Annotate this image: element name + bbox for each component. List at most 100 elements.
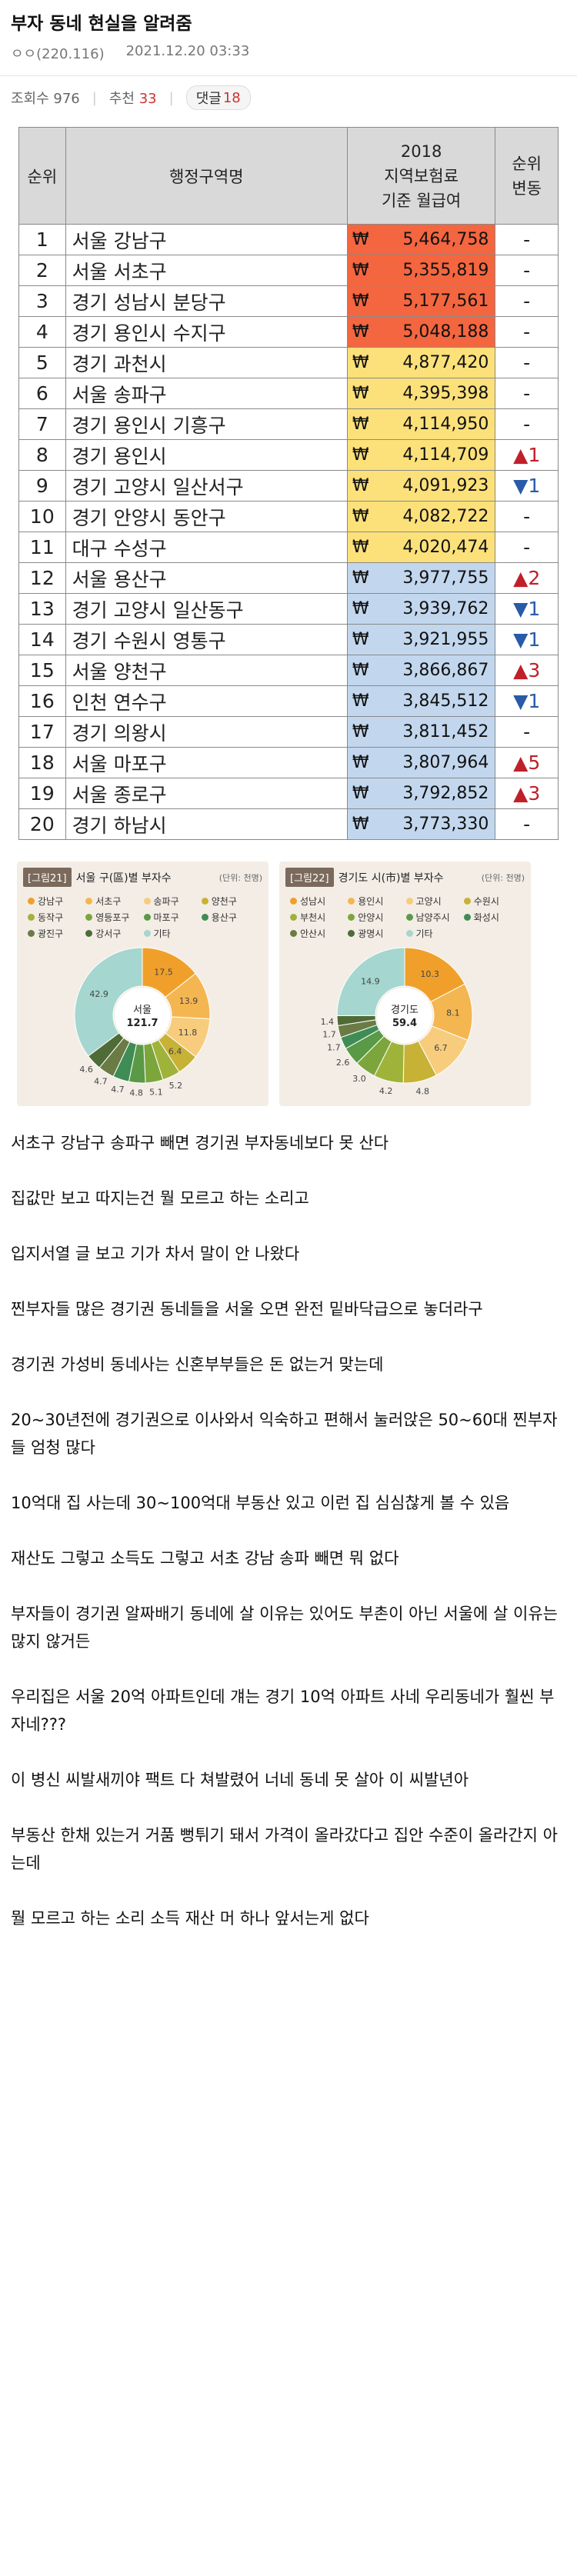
legend-item: 수원시 — [463, 895, 520, 908]
cell-change: - — [495, 716, 559, 748]
currency-symbol: ₩ — [352, 353, 369, 372]
cell-amount: ₩4,114,709 — [346, 439, 496, 471]
legend-label: 화성시 — [473, 912, 499, 923]
body-paragraph: 10억대 집 사는데 30~100억대 부동산 있고 이런 집 심심찮게 볼 수… — [11, 1494, 510, 1512]
cell-rank: 10 — [18, 501, 66, 532]
cell-rank: 14 — [18, 624, 66, 655]
cell-region: 경기 고양시 일산서구 — [65, 470, 348, 502]
figure-legend: 성남시 용인시 고양시 수원시 부천시 안양시 남양주시 화성시 안산시 광명시 기타 — [279, 893, 531, 940]
legend-label: 안산시 — [300, 928, 326, 939]
amount-value: 4,114,709 — [402, 445, 489, 465]
table-row: 2 서울 서초구 ₩5,355,819- — [18, 255, 559, 286]
cell-amount: ₩3,977,755 — [346, 562, 496, 594]
legend-item: 광진구 — [28, 927, 84, 940]
amount-value: 3,792,852 — [402, 784, 489, 803]
table-row: 10 경기 안양시 동안구 ₩4,082,722- — [18, 501, 559, 532]
slice-value-label: 4.7 — [111, 1085, 125, 1095]
cell-rank: 3 — [18, 285, 66, 317]
center-value: 121.7 — [126, 1018, 158, 1029]
cell-change: ▼1 — [495, 470, 559, 502]
legend-swatch — [85, 914, 93, 921]
cell-change: ▲1 — [495, 439, 559, 471]
center-value: 59.4 — [392, 1018, 417, 1029]
currency-symbol: ₩ — [352, 292, 369, 311]
legend-label: 강서구 — [95, 928, 122, 939]
body-paragraph: 찐부자들 많은 경기권 동네들을 서울 오면 완전 밑바닥급으로 놓더라구 — [11, 1300, 483, 1318]
header-change-line1: 순위 — [512, 154, 542, 173]
amount-value: 4,114,950 — [402, 415, 489, 434]
cell-region: 경기 안양시 동안구 — [65, 501, 348, 532]
cell-region: 경기 수원시 영통구 — [65, 624, 348, 655]
table-body: 1 서울 강남구 ₩5,464,758-2 서울 서초구 ₩5,355,819-3 경기 … — [18, 224, 559, 840]
comments-button[interactable]: 댓글 18 — [185, 85, 251, 110]
slice-value-label: 2.6 — [336, 1058, 350, 1068]
legend-item: 동작구 — [28, 911, 84, 924]
cell-change: - — [495, 255, 559, 286]
slice-value-label: 10.3 — [420, 969, 439, 979]
legend-label: 강남구 — [38, 896, 64, 907]
cell-change: ▼1 — [495, 624, 559, 655]
legend-swatch — [143, 898, 151, 905]
figure-legend: 강남구 서초구 송파구 양천구 동작구 영등포구 마포구 용산구 광진구 강서구 기타 — [17, 893, 268, 940]
post-meta: ㅇㅇ(220.116) 2021.12.20 03:33 — [11, 43, 566, 63]
comments-label: 댓글 — [195, 91, 222, 107]
legend-swatch — [405, 914, 413, 921]
currency-symbol: ₩ — [352, 691, 369, 711]
ranking-table-container: 순위 행정구역명 2018 지역보험료 기준 월급여 순위 변동 1 서울 강남구… — [0, 121, 577, 840]
cell-amount: ₩4,091,923 — [346, 470, 496, 502]
legend-item: 부천시 — [290, 911, 346, 924]
cell-amount: ₩3,939,762 — [346, 593, 496, 625]
cell-change: - — [495, 224, 559, 255]
cell-rank: 15 — [18, 655, 66, 686]
currency-symbol: ₩ — [352, 230, 369, 249]
slice-value-label: 8.1 — [446, 1008, 460, 1018]
cell-rank: 12 — [18, 562, 66, 594]
slice-value-label: 4.2 — [379, 1086, 393, 1096]
legend-swatch — [463, 898, 471, 905]
currency-symbol: ₩ — [352, 322, 369, 342]
cell-region: 경기 용인시 기흥구 — [65, 408, 348, 440]
cell-amount: ₩5,464,758 — [346, 224, 496, 255]
stats-separator: | — [168, 89, 174, 106]
cell-region: 서울 마포구 — [65, 747, 348, 778]
body-paragraph: 20~30년전에 경기권으로 이사와서 익숙하고 편해서 눌러앉은 50~60대… — [11, 1411, 558, 1457]
slice-value-label: 17.5 — [154, 967, 173, 977]
cell-amount: ₩5,048,188 — [346, 316, 496, 348]
body-paragraph: 우리집은 서울 20억 아파트인데 걔는 경기 10억 아파트 사네 우리동네가… — [11, 1688, 555, 1734]
cell-change: ▲3 — [495, 778, 559, 809]
currency-symbol: ₩ — [352, 753, 369, 772]
cell-amount: ₩3,866,867 — [346, 655, 496, 686]
currency-symbol: ₩ — [352, 784, 369, 803]
table-row: 9 경기 고양시 일산서구 ₩4,091,923 ▼1 — [18, 470, 559, 502]
table-row: 8 경기 용인시 ₩4,114,709 ▲1 — [18, 439, 559, 471]
cell-rank: 20 — [18, 808, 66, 840]
slice-value-label: 5.2 — [169, 1081, 183, 1091]
slice-value-label: 4.6 — [79, 1065, 93, 1075]
legend-label: 양천구 — [211, 896, 237, 907]
cell-change: - — [495, 285, 559, 317]
legend-label: 남양주시 — [415, 912, 450, 923]
table-row: 18 서울 마포구 ₩3,807,964 ▲5 — [18, 747, 559, 778]
legend-item: 영등포구 — [85, 911, 142, 924]
amount-value: 4,877,420 — [402, 353, 489, 372]
cell-amount: ₩3,792,852 — [346, 778, 496, 809]
cell-rank: 13 — [18, 593, 66, 625]
body-paragraph: 입지서열 글 보고 기가 차서 말이 안 나왔다 — [11, 1245, 300, 1263]
cell-change: ▼1 — [495, 685, 559, 717]
figure-unit: (단위: 천명) — [218, 872, 262, 883]
cell-region: 서울 송파구 — [65, 378, 348, 409]
post-author[interactable]: ㅇㅇ(220.116) — [11, 46, 105, 62]
legend-item: 광명시 — [348, 927, 404, 940]
table-row: 11 대구 수성구 ₩4,020,474- — [18, 532, 559, 563]
legend-item: 안양시 — [348, 911, 404, 924]
post-datetime: 2021.12.20 03:33 — [125, 43, 250, 59]
figure-unit: (단위: 천명) — [481, 872, 525, 883]
amount-value: 3,845,512 — [402, 691, 489, 711]
recommend-count: 추천 33 — [109, 88, 157, 108]
cell-region: 경기 의왕시 — [65, 716, 348, 748]
cell-change: ▲2 — [495, 562, 559, 594]
slice-value-label: 3.0 — [352, 1074, 366, 1084]
legend-swatch — [28, 898, 35, 905]
legend-swatch — [201, 914, 208, 921]
amount-value: 3,773,330 — [402, 815, 489, 834]
